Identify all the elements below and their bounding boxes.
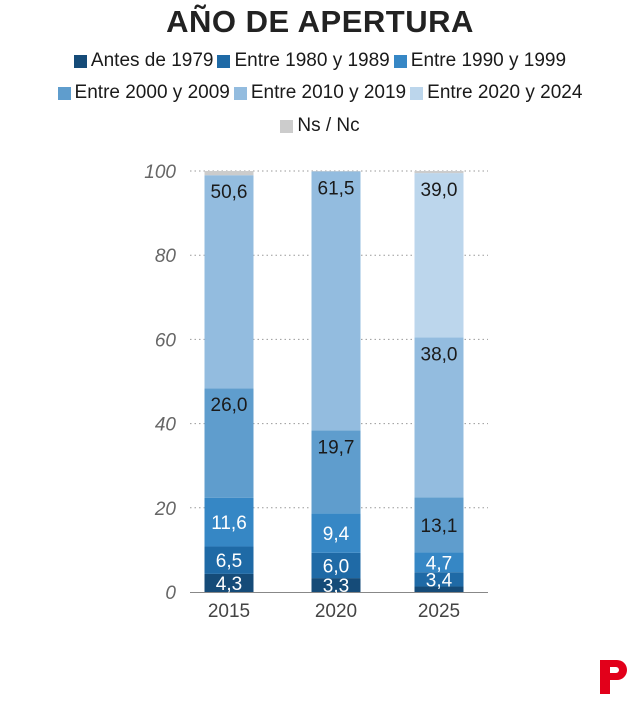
bar-segment [311,171,361,431]
bar-segment [414,586,464,592]
data-label: 3,3 [323,576,349,597]
bar-segment [311,513,361,553]
y-tick-label: 80 [155,246,177,267]
data-label: 26,0 [211,395,248,416]
data-label: 4,7 [426,553,452,574]
legend-label: Entre 2020 y 2024 [427,82,583,103]
bar-segment [204,388,254,498]
data-label: 6,0 [323,556,349,577]
data-label: 13,1 [421,516,458,537]
legend-label: Entre 2010 y 2019 [250,82,407,103]
legend-swatch [280,119,294,133]
legend-item-2010-2019: Entre 2010 y 2019 [233,82,407,104]
legend-row-1: Antes de 1979 Entre 1980 y 1989 Entre 19… [0,50,640,72]
legend-item-ns-nc: Ns / Nc [280,115,360,137]
bar-segment [414,552,464,573]
data-label: 4,3 [216,574,242,595]
legend-swatch [393,54,407,68]
bar-segment [204,573,254,592]
bar-segment [414,173,464,338]
legend-item-2000-2009: Entre 2000 y 2009 [57,82,230,104]
y-tick-label: 100 [144,162,176,183]
legend-swatch [217,54,231,68]
publisher-logo-icon [600,660,627,694]
data-label: 9,4 [323,524,350,545]
legend-row-2: Entre 2000 y 2009 Entre 2010 y 2019 Entr… [0,82,640,104]
legend-label: Entre 1990 y 1999 [410,50,567,71]
legend-swatch [233,86,247,100]
data-label: 3,4 [426,570,453,591]
legend-label: Entre 2000 y 2009 [74,82,230,103]
bar-segment [204,546,254,574]
x-tick-label: 2020 [315,601,357,622]
legend-item-1980-1989: Entre 1980 y 1989 [217,50,390,72]
legend-swatch [410,86,424,100]
bar-segment [414,337,464,498]
bar-segment [311,552,361,579]
bar-segment [414,572,464,587]
y-tick-label: 60 [155,330,177,351]
legend-item-2020-2024: Entre 2020 y 2024 [410,82,582,104]
bar-segment [311,578,361,592]
legend-swatch [57,86,71,100]
data-label: 19,7 [318,437,355,458]
data-label: 6,5 [216,551,242,572]
data-label: 39,0 [421,180,458,201]
bar-segment [414,497,464,553]
y-tick-label: 40 [155,415,177,436]
bar-segment [414,171,464,174]
bar-segment [204,171,254,176]
legend-item-1990-1999: Entre 1990 y 1999 [393,50,567,72]
data-label: 61,5 [318,178,355,199]
legend-swatch [73,54,87,68]
y-tick-label: 0 [165,583,176,604]
data-label: 11,6 [211,513,247,534]
data-label: 38,0 [421,344,458,365]
legend-label: Entre 1980 y 1989 [234,50,390,71]
x-tick-label: 2025 [418,601,460,622]
bar-segment [204,175,254,389]
data-label: 50,6 [211,182,248,203]
chart-title: AÑO DE APERTURA [166,4,474,39]
y-tick-label: 20 [154,499,177,520]
legend-item-antes-1979: Antes de 1979 [73,50,214,72]
bar-segment [311,430,361,514]
legend-label: Ns / Nc [297,115,360,136]
bar-segment [204,497,254,547]
legend-row-3: Ns / Nc [0,115,640,137]
x-tick-label: 2015 [208,601,250,622]
legend-label: Antes de 1979 [90,50,214,71]
